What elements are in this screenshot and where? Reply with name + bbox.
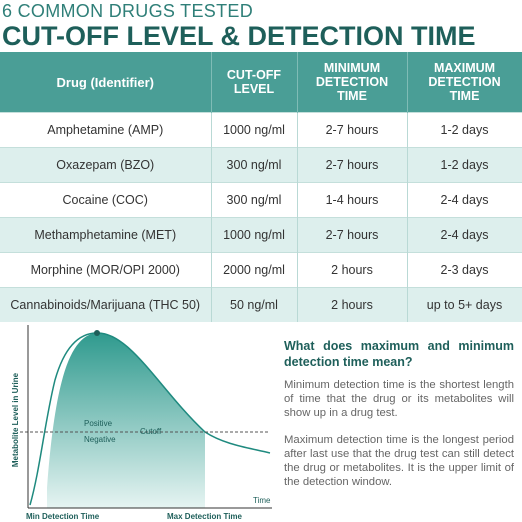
paragraph: Minimum detection time is the shortest l… — [284, 379, 514, 419]
table-cell: 2-7 hours — [297, 112, 408, 148]
table-row: Cocaine (COC) 300 ng/ml 1-4 hours 2-4 days — [0, 182, 522, 218]
detection-diagram: Metabolite Level in Urine Time Positive … — [11, 325, 272, 521]
cutoff-label: Cutoff — [140, 427, 162, 436]
table-cell: 2-4 days — [407, 217, 522, 253]
paragraph: Maximum detection time is the longest pe… — [284, 434, 514, 488]
table-cell: Amphetamine (AMP) — [0, 112, 212, 148]
table-cell: Morphine (MOR/OPI 2000) — [0, 252, 212, 288]
table-row: Morphine (MOR/OPI 2000) 2000 ng/ml 2 hours… — [0, 252, 522, 288]
table-cell: 1000 ng/ml — [211, 217, 298, 253]
negative-label: Negative — [84, 435, 116, 444]
column-header: CUT-OFF LEVEL — [211, 52, 298, 113]
table-cell: up to 5+ days — [407, 287, 522, 322]
table-row: Oxazepam (BZO) 300 ng/ml 2-7 hours 1-2 days — [0, 147, 522, 183]
column-header: MAXIMUM DETECTION TIME — [407, 52, 522, 113]
table-row: Methamphetamine (MET) 1000 ng/ml 2-7 hours… — [0, 217, 522, 253]
column-header: MINIMUM DETECTION TIME — [297, 52, 408, 113]
question: What does maximum and minimum detection … — [284, 339, 514, 369]
table-cell: 2-3 days — [407, 252, 522, 288]
table-cell: Cannabinoids/Marijuana (THC 50) — [0, 287, 212, 322]
table-cell: 1000 ng/ml — [211, 112, 298, 148]
title: CUT-OFF LEVEL & DETECTION TIME — [2, 21, 476, 51]
positive-label: Positive — [84, 419, 113, 428]
peak — [94, 330, 100, 336]
table-cell: 300 ng/ml — [211, 182, 298, 218]
drug-table: Drug (Identifier) CUT-OFF LEVEL MINIMUM DE… — [0, 52, 522, 322]
table-cell: 2000 ng/ml — [211, 252, 298, 288]
table-cell: 2-7 hours — [297, 147, 408, 183]
table-cell: Cocaine (COC) — [0, 182, 212, 218]
table-cell: Oxazepam (BZO) — [0, 147, 212, 183]
table-cell: 300 ng/ml — [211, 147, 298, 183]
table-row: Amphetamine (AMP) 1000 ng/ml 2-7 hours 1-2 … — [0, 112, 522, 148]
y-label: Metabolite Level in Urine — [11, 372, 20, 467]
table-cell: 1-2 days — [407, 112, 522, 148]
subtitle: 6 COMMON DRUGS TESTED — [2, 1, 253, 21]
table-cell: 2 hours — [297, 252, 408, 288]
table-cell: Methamphetamine (MET) — [0, 217, 212, 253]
table-cell: 1-4 hours — [297, 182, 408, 218]
detection-area — [47, 332, 205, 508]
x-label: Time — [253, 496, 271, 505]
table-cell: 50 ng/ml — [211, 287, 298, 322]
column-header: Drug (Identifier) — [0, 52, 212, 113]
table-cell: 2-7 hours — [297, 217, 408, 253]
max-label: Max Detection Time — [167, 512, 243, 521]
table-cell: 2-4 days — [407, 182, 522, 218]
table-row: Cannabinoids/Marijuana (THC 50) 50 ng/ml 2… — [0, 287, 522, 322]
min-label: Min Detection Time — [26, 512, 100, 521]
table-cell: 1-2 days — [407, 147, 522, 183]
table-cell: 2 hours — [297, 287, 408, 322]
